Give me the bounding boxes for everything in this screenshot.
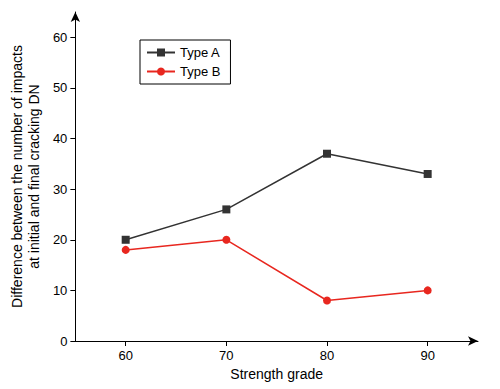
svg-text:Type B: Type B (180, 64, 220, 79)
svg-text:90: 90 (420, 348, 434, 363)
svg-text:Type A: Type A (180, 45, 220, 60)
svg-text:60: 60 (118, 348, 132, 363)
svg-text:40: 40 (53, 131, 67, 146)
svg-text:0: 0 (60, 334, 67, 349)
svg-text:70: 70 (219, 348, 233, 363)
svg-text:50: 50 (53, 80, 67, 95)
svg-text:60: 60 (53, 30, 67, 45)
svg-text:10: 10 (53, 283, 67, 298)
svg-text:30: 30 (53, 182, 67, 197)
svg-text:at initial and final cracking: at initial and final cracking DN (26, 84, 42, 268)
svg-text:20: 20 (53, 232, 67, 247)
svg-text:Strength grade: Strength grade (230, 366, 323, 382)
svg-text:80: 80 (320, 348, 334, 363)
svg-text:Difference between the number: Difference between the number of impacts (9, 45, 25, 308)
